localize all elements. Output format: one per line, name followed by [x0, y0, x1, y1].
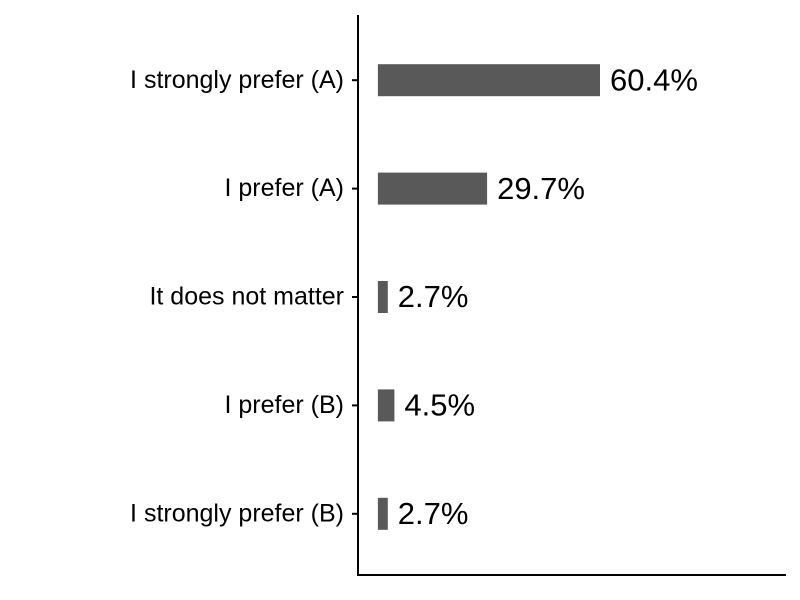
y-tick-label: It does not matter — [149, 283, 344, 311]
y-tick-label: I prefer (A) — [225, 174, 344, 202]
y-tick-label: I strongly prefer (A) — [130, 66, 344, 94]
data-label: 2.7% — [398, 279, 469, 314]
bar — [377, 497, 388, 530]
y-tick-label: I strongly prefer (B) — [130, 499, 344, 527]
bar — [377, 172, 488, 205]
data-label: 2.7% — [398, 496, 469, 531]
bar — [377, 389, 395, 422]
data-label: 60.4% — [610, 62, 698, 97]
data-label: 4.5% — [404, 388, 475, 423]
data-label: 29.7% — [497, 171, 585, 206]
y-tick-label: I prefer (B) — [225, 391, 344, 419]
bar — [377, 64, 601, 97]
bar — [377, 281, 388, 313]
